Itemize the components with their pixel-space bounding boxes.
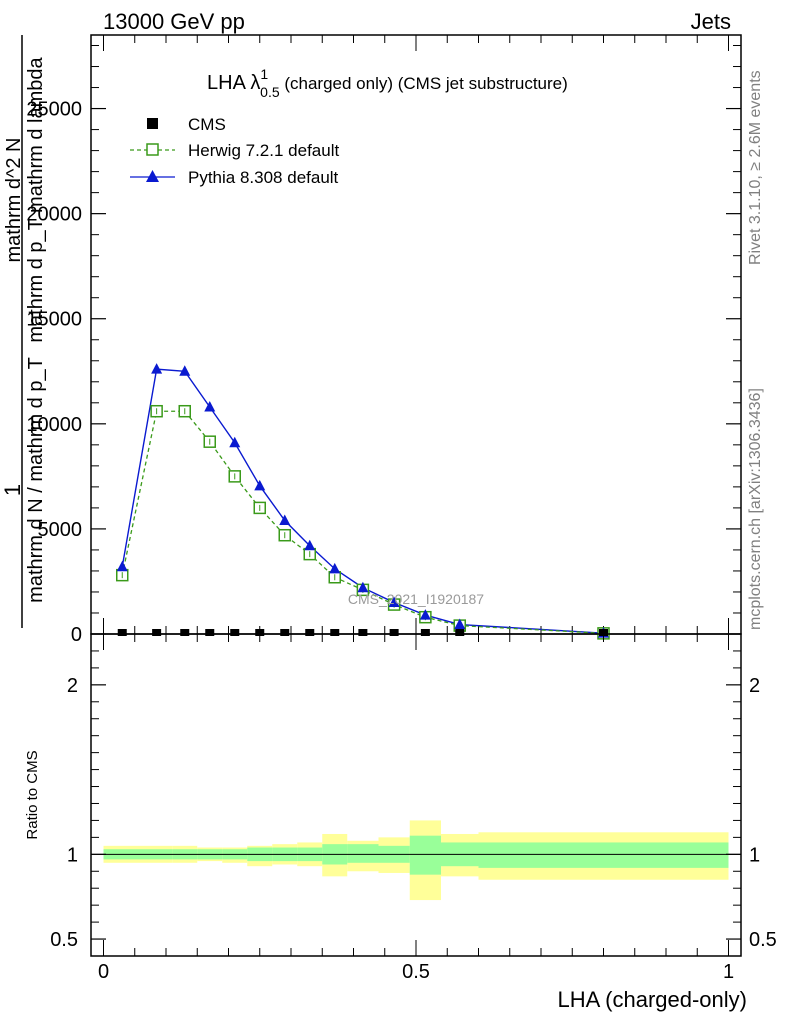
- ylabel-denominator2: mathrm d p_T mathrm d lambda: [25, 56, 47, 342]
- cms-point: [280, 629, 290, 636]
- cms-point: [152, 629, 162, 636]
- cms-point: [305, 629, 315, 636]
- ylabel-one: 1: [0, 484, 25, 496]
- cms-point: [330, 629, 340, 636]
- pythia-point: [419, 609, 431, 620]
- pythia-point: [254, 479, 266, 491]
- ylabel-main: 1 mathrm d N / mathrm d p_T mathrm d^2 N…: [0, 35, 47, 628]
- pythia-point: [454, 618, 466, 630]
- ratio-frame: [90, 633, 742, 957]
- cms-point: [205, 629, 215, 636]
- y-tick-label: 15000: [26, 309, 82, 331]
- cms-point: [420, 629, 430, 636]
- y-tick-label: 0: [71, 624, 82, 646]
- cms-point: [455, 629, 465, 636]
- plot-title: LHA λ1 0.5 (charged only) (CMS jet substr…: [207, 66, 568, 100]
- ylabel-denominator: mathrm d N / mathrm d p_T: [25, 357, 47, 603]
- y-tick-label: 20000: [26, 204, 82, 226]
- legend-pythia-label: Pythia 8.308 default: [188, 168, 339, 187]
- cms-point: [180, 629, 190, 636]
- pythia-point: [204, 401, 216, 412]
- cms-point: [358, 629, 368, 636]
- x-tick-label: 0: [98, 961, 109, 983]
- cms-point: [255, 629, 265, 636]
- y-tick-label: 25000: [26, 99, 82, 121]
- legend-pythia-marker: [146, 170, 159, 182]
- x-tick-label: 0.5: [402, 961, 430, 983]
- pythia-point: [179, 365, 191, 376]
- watermark: CMS_2021_I1920187: [348, 591, 484, 607]
- mcplots-side-text: mcplots.cern.ch [arXiv:1306.3436]: [747, 388, 764, 630]
- ratio-y-tick-label: 0.5: [50, 929, 78, 951]
- pythia-point: [229, 436, 241, 448]
- pythia-point: [151, 363, 163, 374]
- header-right: Jets: [691, 9, 731, 34]
- ratio-panel: 0.5 0.5 1 1 2 2 0 0.5 1: [50, 633, 777, 983]
- ylabel-ratio: Ratio to CMS: [24, 750, 41, 839]
- ratio-inner-band: [409, 835, 441, 875]
- cms-point: [117, 629, 127, 636]
- ratio-bands: [103, 820, 729, 901]
- xlabel: LHA (charged-only): [557, 987, 747, 1012]
- cms-point: [599, 629, 608, 636]
- rivet-side-text: Rivet 3.1.10, ≥ 2.6M events: [747, 70, 764, 265]
- main-series: [116, 363, 610, 640]
- ratio-y-tick-label: 2: [67, 675, 78, 697]
- legend-herwig-label: Herwig 7.2.1 default: [188, 141, 339, 160]
- ratio-inner-band: [347, 844, 379, 863]
- ratio-y-tick-label-right: 0.5: [749, 929, 777, 951]
- header-left: 13000 GeV pp: [103, 9, 245, 34]
- legend: CMS Herwig 7.2.1 default Pythia 8.308 de…: [130, 115, 339, 187]
- legend-cms-label: CMS: [188, 115, 226, 134]
- pythia-point: [279, 514, 291, 526]
- main-panel: 0 5000 10000 15000 20000 25000: [26, 34, 742, 646]
- ratio-y-tick-label: 1: [67, 844, 78, 866]
- y-tick-label: 10000: [26, 414, 82, 436]
- pythia-point: [116, 560, 128, 572]
- pythia-point: [329, 562, 341, 574]
- cms-point: [389, 629, 399, 636]
- main-axis-ticks: 0 5000 10000 15000 20000 25000: [26, 35, 741, 646]
- pythia-point: [388, 596, 400, 607]
- ratio-inner-band: [478, 842, 729, 868]
- pythia-point: [357, 581, 369, 593]
- cms-point: [230, 629, 240, 636]
- ylabel-numerator2: mathrm d^2 N: [3, 138, 25, 263]
- ratio-y-tick-label-right: 2: [749, 675, 760, 697]
- legend-herwig-marker: [146, 143, 159, 156]
- pythia-point: [304, 539, 316, 551]
- x-tick-label: 1: [723, 961, 734, 983]
- ratio-y-tick-label-right: 1: [749, 844, 760, 866]
- legend-cms-marker: [147, 118, 158, 129]
- y-tick-label: 5000: [38, 519, 83, 541]
- ratio-axis-ticks: 0.5 0.5 1 1 2 2 0 0.5 1: [50, 634, 777, 983]
